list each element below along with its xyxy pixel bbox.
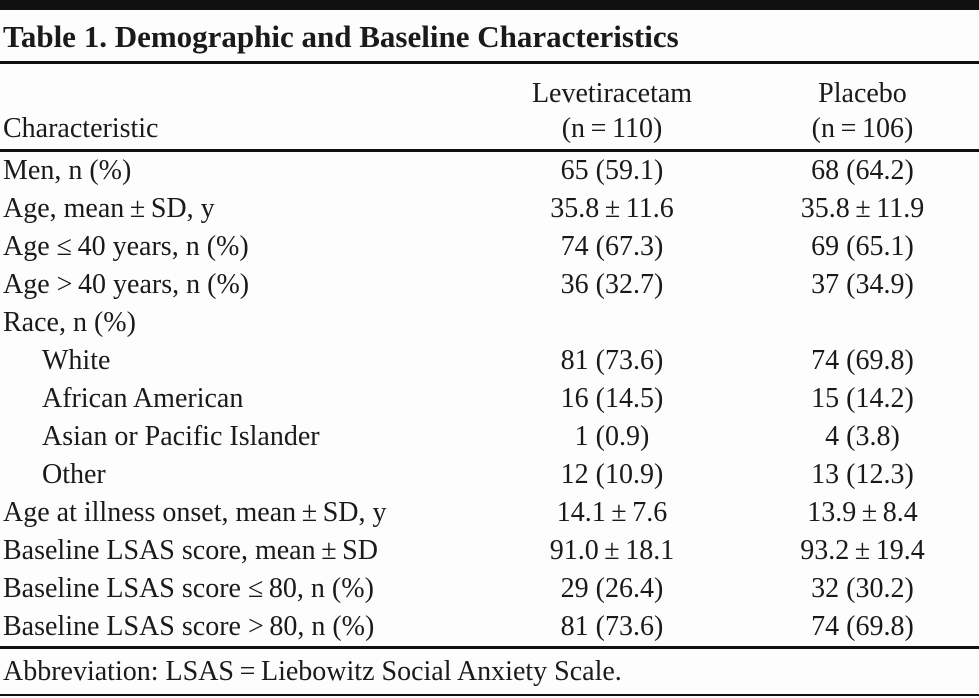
table-row-illness-onset: Age at illness onset, mean ± SD, y 14.1 …: [0, 494, 979, 532]
levetiracetam-value: 65 (59.1): [560, 155, 664, 186]
row-label: Age, mean ± SD, y: [3, 193, 215, 224]
levetiracetam-value: 35.8 ± 11.6: [550, 193, 674, 224]
table-row-lsas-mean: Baseline LSAS score, mean ± SD 91.0 ± 18…: [0, 532, 979, 570]
placebo-value: 15 (14.2): [811, 383, 914, 414]
row-label: Other: [42, 459, 106, 490]
table-row-men: Men, n (%) 65 (59.1) 68 (64.2): [0, 151, 979, 191]
col-header-levetiracetam: Levetiracetam (n = 110): [478, 64, 746, 152]
table-row-race-asian-pacific: Asian or Pacific Islander 1 (0.9) 4 (3.8…: [0, 418, 979, 456]
placebo-value: 74 (69.8): [811, 345, 914, 376]
abbreviation-footnote: Abbreviation: LSAS = Liebowitz Social An…: [3, 656, 622, 687]
table-row-lsas-le80: Baseline LSAS score ≤ 80, n (%) 29 (26.4…: [0, 570, 979, 608]
placebo-value: 4 (3.8): [825, 421, 900, 452]
table-title: Table 1. Demographic and Baseline Charac…: [3, 19, 679, 54]
placebo-value: 74 (69.8): [811, 611, 914, 642]
levetiracetam-value: 12 (10.9): [560, 459, 664, 490]
levetiracetam-value: 81 (73.6): [560, 611, 664, 642]
table-row-lsas-gt80: Baseline LSAS score > 80, n (%) 81 (73.6…: [0, 608, 979, 646]
group2-sample-size: (n = 106): [811, 113, 914, 144]
row-label: Age > 40 years, n (%): [3, 269, 250, 300]
levetiracetam-value: 91.0 ± 18.1: [549, 535, 675, 566]
placebo-value: 37 (34.9): [811, 269, 914, 300]
placebo-value: 35.8 ± 11.9: [800, 193, 925, 224]
row-label: African American: [42, 383, 244, 414]
table-row-race-other: Other 12 (10.9) 13 (12.3): [0, 456, 979, 494]
row-label: Age at illness onset, mean ± SD, y: [3, 497, 387, 528]
top-rule: [0, 0, 979, 10]
row-label: White: [42, 345, 111, 376]
demographics-table: Characteristic Levetiracetam (n = 110) P…: [0, 64, 979, 646]
placebo-value: 93.2 ± 19.4: [800, 535, 925, 566]
table-row-race-white: White 81 (73.6) 74 (69.8): [0, 342, 979, 380]
row-label: Age ≤ 40 years, n (%): [3, 231, 249, 262]
table-row-race: Race, n (%): [0, 304, 979, 342]
table-row-age-mean: Age, mean ± SD, y 35.8 ± 11.6 35.8 ± 11.…: [0, 190, 979, 228]
bottom-rule: [0, 694, 979, 696]
placebo-value: [746, 304, 979, 342]
group1-name: Levetiracetam: [531, 78, 693, 109]
placebo-value: 13.9 ± 8.4: [807, 497, 918, 528]
title-divider-rule: [0, 61, 979, 64]
row-label: Men, n (%): [3, 155, 132, 186]
row-label: Baseline LSAS score > 80, n (%): [3, 611, 375, 642]
levetiracetam-value: 81 (73.6): [560, 345, 664, 376]
col-header-placebo: Placebo (n = 106): [746, 64, 979, 152]
placebo-value: 69 (65.1): [811, 231, 914, 262]
table-row-age-le40: Age ≤ 40 years, n (%) 74 (67.3) 69 (65.1…: [0, 228, 979, 266]
levetiracetam-value: [478, 304, 746, 342]
group2-name: Placebo: [818, 78, 907, 109]
row-label: Baseline LSAS score ≤ 80, n (%): [3, 573, 374, 604]
levetiracetam-value: 74 (67.3): [560, 231, 664, 262]
placebo-value: 32 (30.2): [811, 573, 914, 604]
group1-sample-size: (n = 110): [561, 113, 663, 144]
table-row-age-gt40: Age > 40 years, n (%) 36 (32.7) 37 (34.9…: [0, 266, 979, 304]
col-header-characteristic: Characteristic: [0, 64, 478, 152]
placebo-value: 68 (64.2): [811, 155, 914, 186]
row-label: Baseline LSAS score, mean ± SD: [3, 535, 378, 566]
levetiracetam-value: 36 (32.7): [560, 269, 664, 300]
table-row-race-african-american: African American 16 (14.5) 15 (14.2): [0, 380, 979, 418]
row-label: Race, n (%): [3, 307, 136, 338]
levetiracetam-value: 29 (26.4): [560, 573, 664, 604]
table-body: Men, n (%) 65 (59.1) 68 (64.2) Age, mean…: [0, 151, 979, 647]
row-label: Asian or Pacific Islander: [42, 421, 320, 452]
header-row: Characteristic Levetiracetam (n = 110) P…: [0, 64, 979, 152]
footer-divider-rule: [0, 646, 979, 649]
levetiracetam-value: 1 (0.9): [574, 421, 650, 452]
levetiracetam-value: 14.1 ± 7.6: [556, 497, 668, 528]
levetiracetam-value: 16 (14.5): [560, 383, 664, 414]
table-header: Characteristic Levetiracetam (n = 110) P…: [0, 64, 979, 152]
placebo-value: 13 (12.3): [811, 459, 914, 490]
